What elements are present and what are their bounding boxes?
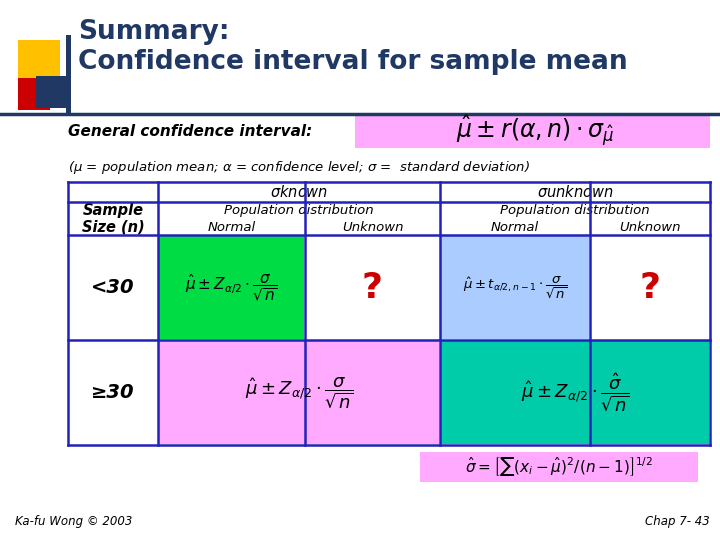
- Text: Unknown: Unknown: [619, 221, 680, 234]
- Text: Normal: Normal: [207, 221, 256, 234]
- Text: Summary:: Summary:: [78, 19, 230, 45]
- Bar: [18, 78, 50, 110]
- Text: ?: ?: [639, 271, 660, 305]
- Text: $\hat{\mu} \pm t_{\alpha/2,n-1} \cdot \dfrac{\sigma}{\sqrt{n}}$: $\hat{\mu} \pm t_{\alpha/2,n-1} \cdot \d…: [463, 274, 567, 301]
- Text: Ka-fu Wong © 2003: Ka-fu Wong © 2003: [15, 515, 132, 528]
- Text: Sample: Sample: [83, 203, 143, 218]
- Text: Chap 7- 43: Chap 7- 43: [645, 515, 710, 528]
- Text: $\sigma$unknown: $\sigma$unknown: [536, 184, 613, 200]
- Bar: [159, 341, 439, 444]
- Text: Population distribution: Population distribution: [500, 204, 650, 217]
- Bar: [36, 76, 68, 108]
- Text: Confidence interval for sample mean: Confidence interval for sample mean: [78, 49, 628, 75]
- Bar: [441, 341, 709, 444]
- Bar: [420, 452, 698, 482]
- Text: General confidence interval:: General confidence interval:: [68, 125, 312, 139]
- Bar: [66, 35, 71, 113]
- Bar: [355, 113, 710, 148]
- Bar: [18, 40, 60, 82]
- Text: ?: ?: [362, 271, 383, 305]
- Bar: [441, 236, 589, 339]
- Bar: [159, 236, 304, 339]
- Text: Unknown: Unknown: [342, 221, 403, 234]
- Text: $\hat{\sigma} = \left[\sum(x_i - \hat{\mu})^2/(n-1)\right]^{1/2}$: $\hat{\sigma} = \left[\sum(x_i - \hat{\m…: [465, 456, 653, 478]
- Text: $\hat{\mu} \pm Z_{\alpha/2} \cdot \dfrac{\hat{\sigma}}{\sqrt{n}}$: $\hat{\mu} \pm Z_{\alpha/2} \cdot \dfrac…: [521, 372, 629, 413]
- Text: $\sigma$known: $\sigma$known: [270, 184, 328, 200]
- Text: Normal: Normal: [491, 221, 539, 234]
- Text: $\hat{\mu} \pm r(\alpha, n) \cdot \sigma_{\hat{\mu}}$: $\hat{\mu} \pm r(\alpha, n) \cdot \sigma…: [456, 113, 614, 148]
- Text: ($\mu$ = population mean; $\alpha$ = confidence level; $\sigma$ =  standard devi: ($\mu$ = population mean; $\alpha$ = con…: [68, 159, 530, 176]
- Text: Size (n): Size (n): [81, 220, 144, 235]
- Text: Population distribution: Population distribution: [224, 204, 374, 217]
- Text: <30: <30: [91, 278, 135, 297]
- Text: $\hat{\mu} \pm Z_{\alpha/2} \cdot \dfrac{\sigma}{\sqrt{n}}$: $\hat{\mu} \pm Z_{\alpha/2} \cdot \dfrac…: [245, 375, 354, 410]
- Text: $\hat{\mu} \pm Z_{\alpha/2} \cdot \dfrac{\sigma}{\sqrt{n}}$: $\hat{\mu} \pm Z_{\alpha/2} \cdot \dfrac…: [185, 272, 278, 303]
- Text: ≥30: ≥30: [91, 383, 135, 402]
